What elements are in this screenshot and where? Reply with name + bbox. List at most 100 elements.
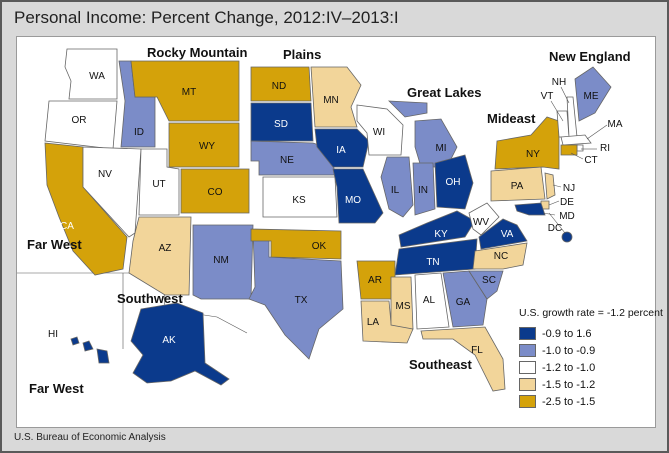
legend-swatch xyxy=(519,361,536,374)
label-ks: KS xyxy=(292,195,306,206)
label-nh: NH xyxy=(552,77,566,88)
legend-item: -2.5 to -1.5 xyxy=(519,393,595,410)
state-mt xyxy=(130,60,240,122)
region-southwest: Southwest xyxy=(117,291,183,306)
legend-item: -0.9 to 1.6 xyxy=(519,325,595,342)
legend-item: -1.0 to -0.9 xyxy=(519,342,595,359)
state-ri xyxy=(576,144,584,152)
state-ia xyxy=(314,128,370,168)
label-or: OR xyxy=(72,115,87,126)
legend-label: -1.5 to -1.2 xyxy=(542,378,596,391)
label-ms: MS xyxy=(396,301,411,312)
region-great-lakes: Great Lakes xyxy=(407,85,481,100)
label-wa: WA xyxy=(89,71,105,82)
legend-label: -0.9 to 1.6 xyxy=(542,327,592,340)
legend-label: -1.0 to -0.9 xyxy=(542,344,596,357)
state-oh xyxy=(434,154,474,210)
region-plains: Plains xyxy=(283,47,321,62)
state-ny xyxy=(494,116,560,170)
state-ne xyxy=(250,140,336,176)
label-la: LA xyxy=(367,317,380,328)
state-nc xyxy=(472,242,528,270)
state-al xyxy=(414,272,450,330)
state-nj xyxy=(544,172,556,200)
label-md: MD xyxy=(559,211,575,222)
label-ok: OK xyxy=(312,241,327,252)
label-az: AZ xyxy=(159,243,172,254)
map-panel: WA OR CA NV ID MT WY UT CO AZ NM TX OK K… xyxy=(16,36,663,428)
legend-item: -1.5 to -1.2 xyxy=(519,376,595,393)
state-mn xyxy=(310,66,362,128)
label-wv: WV xyxy=(473,217,489,228)
state-dc xyxy=(561,231,573,243)
label-tn: TN xyxy=(426,257,439,268)
label-il: IL xyxy=(391,185,400,196)
label-ma: MA xyxy=(608,119,623,130)
state-ut xyxy=(138,148,180,216)
state-nv xyxy=(82,146,142,238)
state-md xyxy=(514,202,546,216)
state-ma xyxy=(560,134,592,146)
leader-dc xyxy=(548,212,566,234)
label-ne: NE xyxy=(280,155,294,166)
label-oh: OH xyxy=(446,177,461,188)
state-wi xyxy=(356,104,404,156)
state-hi xyxy=(70,336,110,364)
state-ak xyxy=(130,302,230,386)
label-va: VA xyxy=(501,229,514,240)
us-map: WA OR CA NV ID MT WY UT CO AZ NM TX OK K… xyxy=(17,45,631,396)
state-az xyxy=(128,216,192,296)
legend-swatch xyxy=(519,378,536,391)
state-wv xyxy=(468,202,500,236)
label-vt: VT xyxy=(541,91,554,102)
state-ct xyxy=(560,144,578,156)
leader-vt xyxy=(550,100,564,122)
label-dc: DC xyxy=(548,223,562,234)
state-nd xyxy=(250,66,312,102)
state-fl xyxy=(420,326,506,392)
state-co xyxy=(180,168,250,214)
label-nm: NM xyxy=(213,255,229,266)
map-title: Personal Income: Percent Change, 2012:IV… xyxy=(14,8,399,27)
legend: -0.9 to 1.6 -1.0 to -0.9 -1.2 to -1.0 -1… xyxy=(519,325,595,410)
label-me: ME xyxy=(584,91,599,102)
label-ia: IA xyxy=(336,145,346,156)
state-sd xyxy=(250,102,314,142)
legend-title: U.S. growth rate = -1.2 percent xyxy=(519,307,663,319)
state-wa xyxy=(64,48,118,100)
label-nj: NJ xyxy=(563,183,575,194)
label-id: ID xyxy=(134,127,144,138)
state-ga xyxy=(442,270,488,328)
state-in xyxy=(412,162,436,216)
state-wy xyxy=(168,122,240,168)
state-nh xyxy=(566,96,578,138)
legend-swatch xyxy=(519,344,536,357)
region-mideast: Mideast xyxy=(487,111,536,126)
state-ms xyxy=(390,276,414,330)
region-rocky-mountain: Rocky Mountain xyxy=(147,45,247,60)
legend-item: -1.2 to -1.0 xyxy=(519,359,595,376)
legend-label: -1.2 to -1.0 xyxy=(542,361,596,374)
source-note: U.S. Bureau of Economic Analysis xyxy=(14,432,166,443)
label-ky: KY xyxy=(434,229,448,240)
label-tx: TX xyxy=(295,295,308,306)
state-nm xyxy=(192,224,254,300)
state-il xyxy=(380,156,414,218)
label-sc: SC xyxy=(482,275,496,286)
legend-label: -2.5 to -1.5 xyxy=(542,395,596,408)
label-mn: MN xyxy=(323,95,339,106)
label-ri: RI xyxy=(600,143,610,154)
label-ny: NY xyxy=(526,149,540,160)
label-nv: NV xyxy=(98,169,112,180)
label-nc: NC xyxy=(494,251,508,262)
region-new-england: New England xyxy=(549,49,631,64)
leader-md xyxy=(542,212,556,216)
state-tx xyxy=(248,230,344,360)
label-wy: WY xyxy=(199,141,215,152)
label-pa: PA xyxy=(511,181,524,192)
leader-ma xyxy=(586,124,608,140)
label-ga: GA xyxy=(456,297,471,308)
state-ks xyxy=(262,176,338,218)
label-ca: CA xyxy=(60,221,74,232)
